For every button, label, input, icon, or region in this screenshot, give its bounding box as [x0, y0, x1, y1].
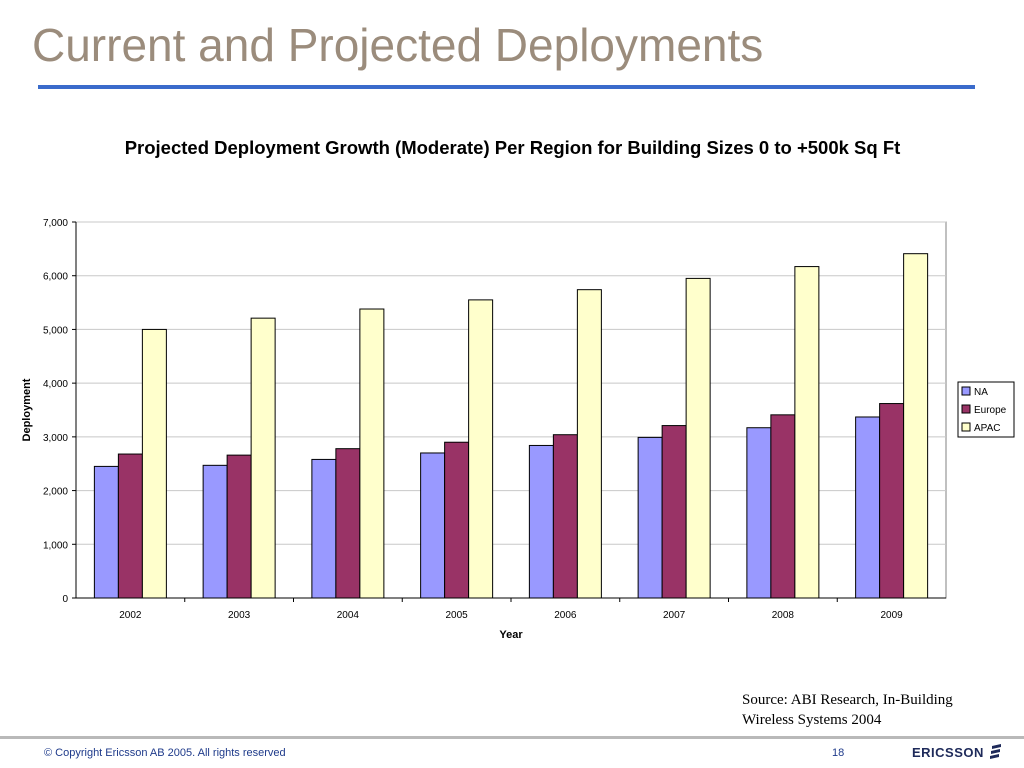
y-tick-label: 6,000: [43, 272, 68, 283]
bar-na-2008: [746, 427, 772, 599]
bar-apac-2007: [685, 277, 711, 599]
legend-label-na: NA: [974, 387, 988, 398]
x-tick-label: 2007: [663, 610, 686, 621]
bar-na-2009: [855, 416, 881, 599]
source-line-1: Source: ABI Research, In-Building: [742, 692, 953, 708]
x-tick-label: 2009: [881, 610, 904, 621]
y-tick-label: 2,000: [43, 487, 68, 498]
y-tick-label: 7,000: [43, 218, 68, 229]
bar-europe-2003: [226, 454, 252, 599]
y-axis-title: Deployment: [21, 378, 33, 441]
slide-title: Current and Projected Deployments: [32, 19, 764, 71]
y-tick-label: 5,000: [43, 325, 68, 336]
legend-label-apac: APAC: [974, 423, 1001, 434]
copyright-text: © Copyright Ericsson AB 2005. All rights…: [44, 747, 286, 759]
bar-europe-2002: [117, 453, 143, 599]
bar-apac-2005: [468, 299, 494, 599]
bar-europe-2005: [444, 441, 470, 599]
page-number: 18: [832, 747, 845, 759]
bar-apac-2003: [250, 317, 276, 599]
bar-apac-2009: [903, 253, 929, 599]
x-tick-label: 2005: [446, 610, 469, 621]
bar-europe-2004: [335, 448, 361, 599]
ericsson-logo: ERICSSON: [912, 744, 1002, 760]
footer-divider: [0, 736, 1024, 739]
x-tick-label: 2004: [337, 610, 360, 621]
legend-swatch-apac: [961, 422, 971, 432]
y-tick-label: 3,000: [43, 433, 68, 444]
source-line-2: Wireless Systems 2004: [742, 712, 882, 728]
chart-title: Projected Deployment Growth (Moderate) P…: [124, 137, 901, 158]
x-tick-label: 2003: [228, 610, 251, 621]
bar-na-2003: [202, 464, 228, 599]
bar-na-2004: [311, 458, 337, 599]
bar-europe-2006: [552, 434, 578, 599]
ericsson-logo-mark-icon: [989, 744, 1001, 759]
x-axis-title: Year: [499, 629, 523, 641]
bar-na-2005: [420, 452, 446, 599]
x-tick-label: 2002: [119, 610, 142, 621]
bar-europe-2008: [770, 414, 796, 599]
legend: NA Europe APAC: [957, 381, 1015, 438]
source-note: Source: ABI Research, In-Building Wirele…: [742, 690, 1002, 730]
y-tick-label: 1,000: [43, 540, 68, 551]
axes: 0 1,000 2,000 3,000 4,000 5,000 6,000 7,000 2002…: [21, 218, 946, 641]
bar-apac-2008: [794, 266, 820, 599]
y-tick-label: 0: [62, 594, 68, 605]
title-divider: [38, 85, 975, 89]
x-tick-label: 2006: [554, 610, 577, 621]
legend-label-europe: Europe: [974, 405, 1007, 416]
bar-apac-2002: [141, 328, 167, 599]
bar-na-2006: [528, 444, 554, 599]
logo-text: ERICSSON: [912, 744, 984, 760]
bar-europe-2009: [879, 403, 905, 599]
bar-europe-2007: [661, 425, 687, 599]
y-tick-label: 4,000: [43, 379, 68, 390]
bar-apac-2004: [359, 308, 385, 599]
legend-swatch-na: [961, 386, 971, 396]
bar-na-2007: [637, 436, 663, 599]
bar-apac-2006: [576, 289, 602, 599]
legend-swatch-europe: [961, 404, 971, 414]
bar-na-2002: [93, 465, 119, 599]
x-tick-label: 2008: [772, 610, 795, 621]
bars: [93, 253, 929, 599]
